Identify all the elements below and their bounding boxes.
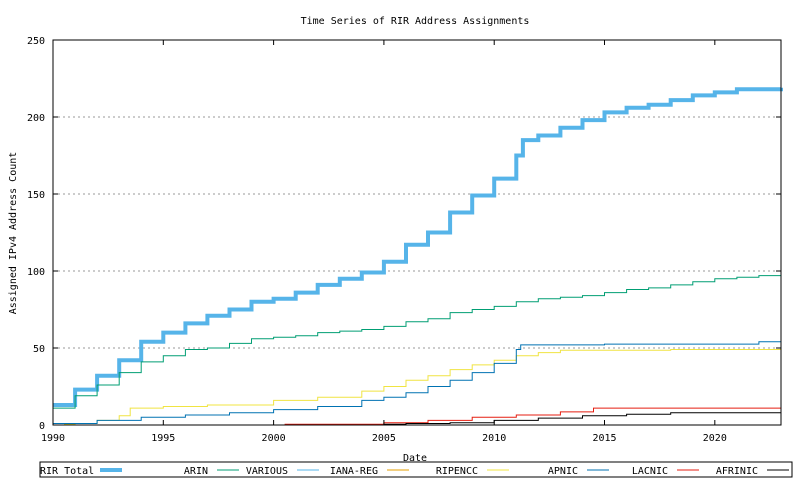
series-lines — [53, 87, 783, 426]
grid — [53, 116, 781, 349]
legend-label: VARIOUS — [246, 466, 288, 477]
y-tick-label: 50 — [33, 344, 45, 355]
x-tick-label: 2000 — [262, 433, 286, 444]
legend-box — [39, 461, 793, 478]
chart-title: Time Series of RIR Address Assignments — [301, 16, 530, 27]
x-axis-label: Date — [403, 453, 427, 464]
series-line-arin — [53, 272, 782, 409]
x-tick-label: 1990 — [41, 433, 65, 444]
y-tick-label: 100 — [27, 267, 45, 278]
y-tick-label: 200 — [27, 113, 45, 124]
x-tick-label: 1995 — [151, 433, 175, 444]
y-tick-label: 0 — [39, 421, 45, 432]
series-line-lacnic — [284, 407, 781, 425]
x-tick-label: 2005 — [372, 433, 396, 444]
legend-label: RIR Total — [40, 466, 94, 477]
x-tick-label: 2010 — [482, 433, 506, 444]
y-axis-label: Assigned IPv4 Address Count — [8, 152, 19, 315]
legend-label: AFRINIC — [716, 466, 758, 477]
plot-frame — [52, 39, 782, 426]
series-line-ripencc — [64, 348, 782, 425]
series-line-afrinic — [141, 411, 782, 426]
legend-label: LACNIC — [632, 466, 668, 477]
series-line-apnic — [53, 341, 781, 424]
legend-label: APNIC — [548, 466, 578, 477]
series-line-rir-total — [53, 87, 783, 407]
x-tick-label: 2015 — [592, 433, 616, 444]
y-tick-label: 150 — [27, 190, 45, 201]
legend-label: IANA-REG — [330, 466, 378, 477]
legend-label: ARIN — [184, 466, 208, 477]
legend-label: RIPENCC — [436, 466, 478, 477]
y-tick-label: 250 — [27, 36, 45, 47]
axis-ticks: 0 50 100 150 200 250 1990 1995 2000 2005 2010 2015 2… — [27, 36, 781, 444]
x-tick-label: 2020 — [703, 433, 727, 444]
legend: RIR Total ARIN VARIOUS IANA-REG RIPENCC APNIC… — [39, 461, 793, 478]
